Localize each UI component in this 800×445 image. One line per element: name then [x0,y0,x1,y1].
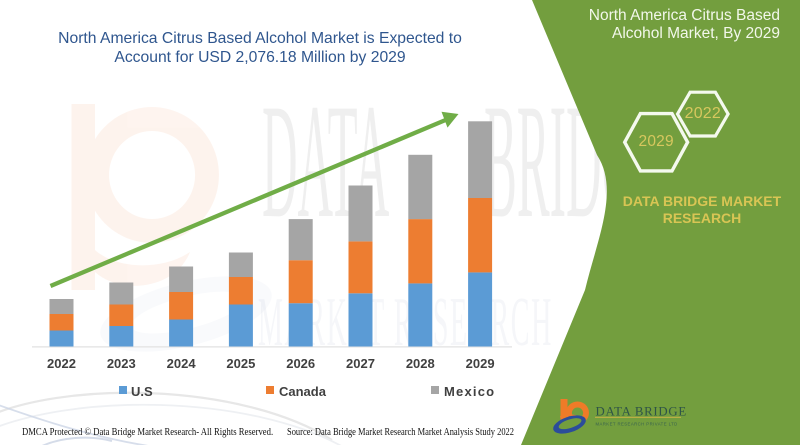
svg-text:MARKET RESEARCH PRIVATE LTD: MARKET RESEARCH PRIVATE LTD [596,421,678,426]
svg-text:DATA BRIDGE: DATA BRIDGE [596,404,687,418]
